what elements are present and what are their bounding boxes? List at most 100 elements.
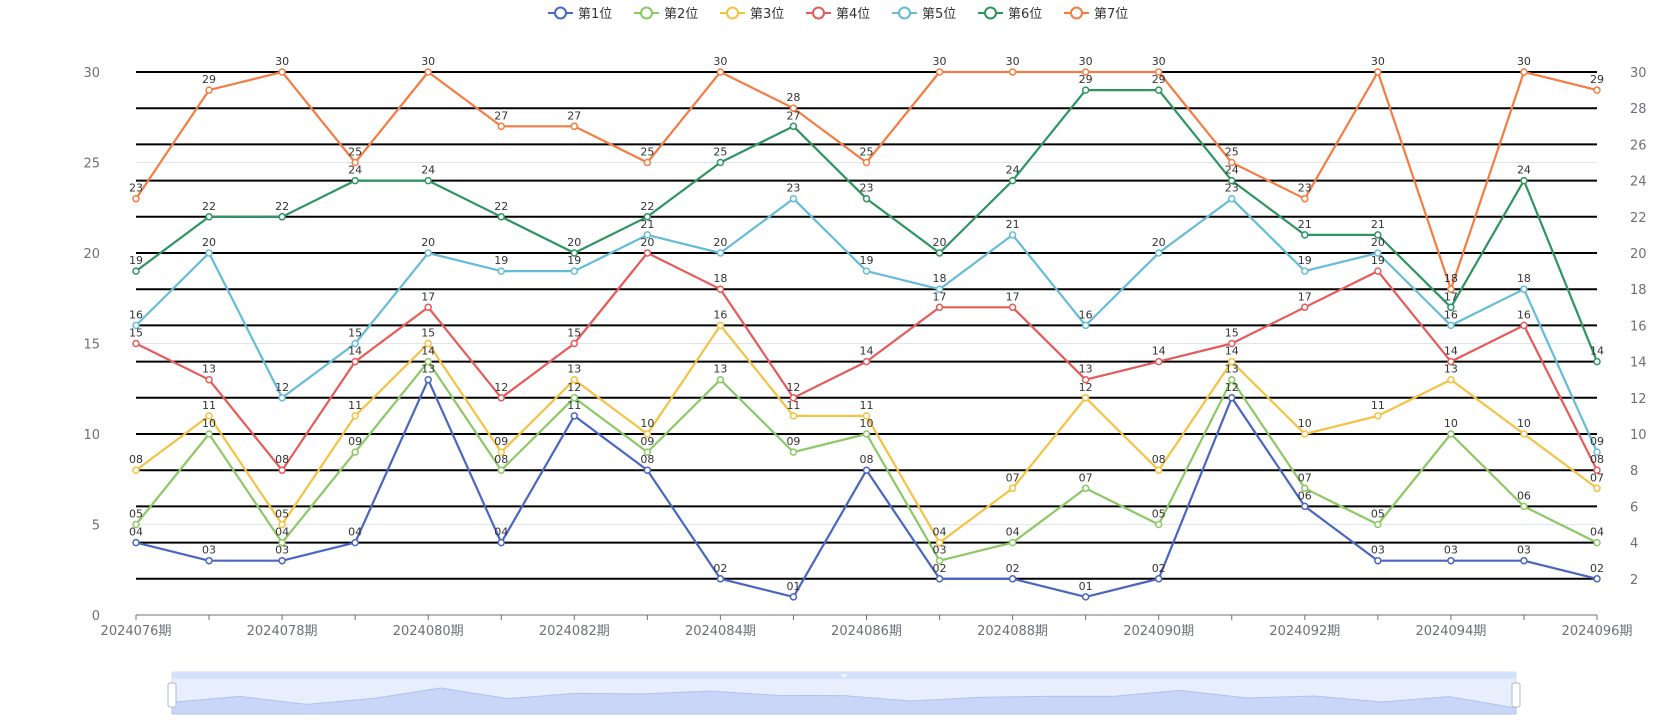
legend-item[interactable]: 第4位 bbox=[806, 6, 870, 22]
data-label: 25 bbox=[1225, 146, 1239, 159]
data-point bbox=[1447, 375, 1455, 384]
data-point bbox=[1520, 285, 1528, 293]
data-point bbox=[1154, 86, 1163, 94]
data-label: 23 bbox=[1298, 182, 1312, 195]
y-right-tick-label: 6 bbox=[1630, 500, 1638, 515]
y-right-tick-label: 24 bbox=[1630, 175, 1647, 190]
data-point bbox=[643, 249, 652, 257]
data-label: 30 bbox=[1152, 55, 1166, 68]
data-label: 25 bbox=[860, 146, 874, 159]
data-label: 17 bbox=[421, 290, 435, 303]
x-tick-label: 2024086期 bbox=[831, 624, 902, 639]
data-point bbox=[1520, 430, 1528, 438]
legend-item[interactable]: 第7位 bbox=[1064, 6, 1128, 22]
legend[interactable]: 第1位 第2位 第3位 第4位 第5位 第6位 第7位 bbox=[548, 6, 1128, 22]
data-point bbox=[424, 339, 432, 348]
data-label: 18 bbox=[933, 272, 947, 285]
data-point bbox=[424, 357, 432, 366]
data-label: 21 bbox=[1006, 218, 1020, 231]
data-point bbox=[716, 158, 725, 167]
data-label: 11 bbox=[348, 399, 362, 412]
data-point bbox=[1228, 375, 1236, 384]
data-point bbox=[1154, 575, 1163, 583]
data-point bbox=[132, 194, 140, 203]
data-point bbox=[1447, 357, 1455, 366]
data-label: 03 bbox=[1371, 544, 1385, 557]
y-left-tick-label: 20 bbox=[83, 247, 100, 262]
data-label: 10 bbox=[640, 417, 654, 430]
data-label: 23 bbox=[1225, 182, 1239, 195]
data-label: 17 bbox=[1444, 290, 1458, 303]
data-point bbox=[570, 375, 579, 384]
data-label: 12 bbox=[1225, 381, 1239, 394]
data-point bbox=[862, 412, 871, 420]
legend-item[interactable]: 第3位 bbox=[720, 6, 784, 22]
data-label: 27 bbox=[567, 109, 581, 122]
y-left-tick-label: 10 bbox=[83, 428, 100, 443]
data-label: 15 bbox=[348, 327, 362, 340]
data-point bbox=[643, 158, 652, 167]
legend-item[interactable]: 第6位 bbox=[978, 6, 1042, 22]
y-right-tick-label: 4 bbox=[1630, 537, 1638, 552]
data-point bbox=[1374, 249, 1382, 257]
data-point bbox=[351, 158, 359, 167]
y-right-tick-label: 28 bbox=[1630, 102, 1647, 117]
data-label: 30 bbox=[1517, 55, 1531, 68]
data-label: 24 bbox=[1006, 164, 1020, 177]
y-right-tick-label: 18 bbox=[1630, 283, 1647, 298]
data-label: 17 bbox=[1298, 290, 1312, 303]
data-point bbox=[1008, 538, 1017, 547]
slider-handle-right[interactable] bbox=[1511, 682, 1521, 708]
data-point bbox=[1447, 430, 1455, 438]
data-label: 04 bbox=[933, 526, 947, 539]
legend-item[interactable]: 第1位 bbox=[548, 6, 612, 22]
data-point bbox=[205, 375, 213, 384]
data-label: 14 bbox=[1590, 345, 1604, 358]
y-right-tick-label: 14 bbox=[1630, 356, 1647, 371]
slider-handle-left[interactable] bbox=[167, 682, 177, 708]
x-tick-label: 2024094期 bbox=[1415, 624, 1486, 639]
data-point bbox=[789, 194, 798, 203]
data-label: 04 bbox=[129, 526, 143, 539]
y-left-tick-label: 5 bbox=[92, 519, 100, 534]
data-zoom-slider[interactable]: ≡ bbox=[167, 671, 1521, 715]
data-point bbox=[643, 213, 652, 221]
x-tick-label: 2024080期 bbox=[393, 624, 464, 639]
data-label: 14 bbox=[1152, 345, 1166, 358]
data-point bbox=[1081, 86, 1090, 94]
data-point bbox=[497, 538, 505, 547]
data-point bbox=[351, 357, 359, 366]
data-point bbox=[132, 466, 140, 474]
data-label: 02 bbox=[1152, 562, 1166, 575]
data-label: 20 bbox=[933, 236, 947, 249]
data-label: 03 bbox=[1517, 544, 1531, 557]
data-point bbox=[716, 68, 725, 76]
data-point bbox=[935, 538, 944, 547]
data-point bbox=[278, 68, 286, 76]
data-label: 13 bbox=[1225, 363, 1239, 376]
data-point bbox=[497, 448, 505, 456]
data-label: 05 bbox=[129, 508, 143, 521]
legend-item[interactable]: 第2位 bbox=[634, 6, 698, 22]
y-right-tick-label: 10 bbox=[1630, 428, 1647, 443]
data-label: 19 bbox=[1298, 254, 1312, 267]
data-label: 06 bbox=[1298, 489, 1312, 502]
legend-item[interactable]: 第5位 bbox=[892, 6, 956, 22]
data-label: 16 bbox=[1517, 308, 1531, 321]
legend-label: 第7位 bbox=[1094, 7, 1128, 22]
slider-grip-icon: ≡ bbox=[841, 671, 848, 680]
data-label: 15 bbox=[421, 327, 435, 340]
data-point bbox=[1154, 357, 1163, 366]
data-point bbox=[1081, 321, 1090, 330]
data-label: 30 bbox=[275, 55, 289, 68]
data-point bbox=[1008, 575, 1017, 583]
data-label: 20 bbox=[421, 236, 435, 249]
data-label: 04 bbox=[1590, 526, 1604, 539]
data-labels: 04 03 03 04 13 04 11 08 02 01 08 02 02 01 02 12 06 03 03 03… bbox=[129, 55, 1604, 593]
x-tick-label: 2024078期 bbox=[247, 624, 318, 639]
data-label: 09 bbox=[640, 435, 654, 448]
data-point bbox=[1081, 375, 1090, 384]
data-point bbox=[1301, 502, 1309, 511]
data-label: 02 bbox=[1006, 562, 1020, 575]
data-point bbox=[1374, 556, 1382, 565]
